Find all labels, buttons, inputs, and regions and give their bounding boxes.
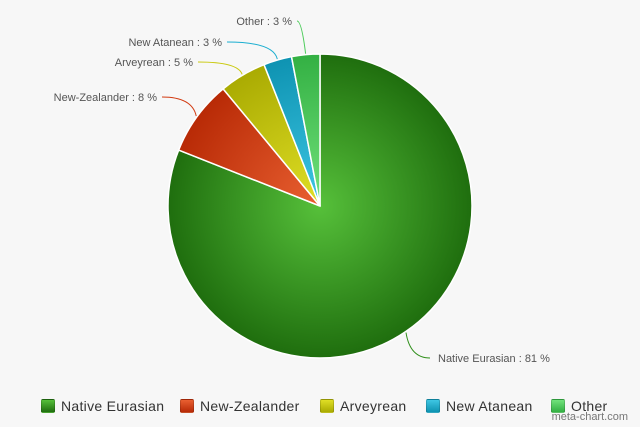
legend: Native Eurasian New-Zealander Arveyrean … bbox=[0, 396, 640, 416]
legend-label: Native Eurasian bbox=[61, 398, 165, 414]
data-label: Arveyrean : 5 % bbox=[115, 57, 193, 69]
data-label: Native Eurasian : 81 % bbox=[438, 353, 550, 365]
legend-swatch bbox=[426, 399, 440, 413]
legend-item-new-atanean[interactable]: New Atanean bbox=[426, 396, 533, 416]
connectors-layer bbox=[161, 20, 431, 359]
legend-label: Other bbox=[571, 398, 608, 414]
connector-line bbox=[405, 332, 431, 359]
legend-item-new-zealander[interactable]: New-Zealander bbox=[180, 396, 300, 416]
legend-swatch bbox=[180, 399, 194, 413]
legend-label: New Atanean bbox=[446, 398, 533, 414]
pie-slice-other[interactable] bbox=[290, 53, 321, 207]
connector-line bbox=[197, 61, 243, 75]
legend-swatch bbox=[320, 399, 334, 413]
legend-item-native-eurasian[interactable]: Native Eurasian bbox=[41, 396, 164, 416]
legend-label: New-Zealander bbox=[200, 398, 300, 414]
slices-layer bbox=[167, 53, 473, 359]
connector-line bbox=[161, 96, 197, 117]
legend-item-arveyrean[interactable]: Arveyrean bbox=[320, 396, 407, 416]
legend-swatch bbox=[41, 399, 55, 413]
legend-swatch bbox=[551, 399, 565, 413]
credit-text: meta-chart.com bbox=[551, 411, 628, 423]
legend-label: Arveyrean bbox=[340, 398, 407, 414]
connector-line bbox=[296, 20, 307, 54]
data-label: New-Zealander : 8 % bbox=[54, 92, 158, 104]
legend-item-other[interactable]: Other bbox=[551, 396, 608, 416]
data-label: New Atanean : 3 % bbox=[128, 37, 222, 49]
pie-chart: Native Eurasian : 81 % New-Zealander : 8 … bbox=[54, 16, 550, 365]
data-label: Other : 3 % bbox=[236, 16, 292, 28]
data-labels-layer: Native Eurasian : 81 % New-Zealander : 8 … bbox=[54, 16, 550, 365]
connector-line bbox=[226, 41, 278, 60]
